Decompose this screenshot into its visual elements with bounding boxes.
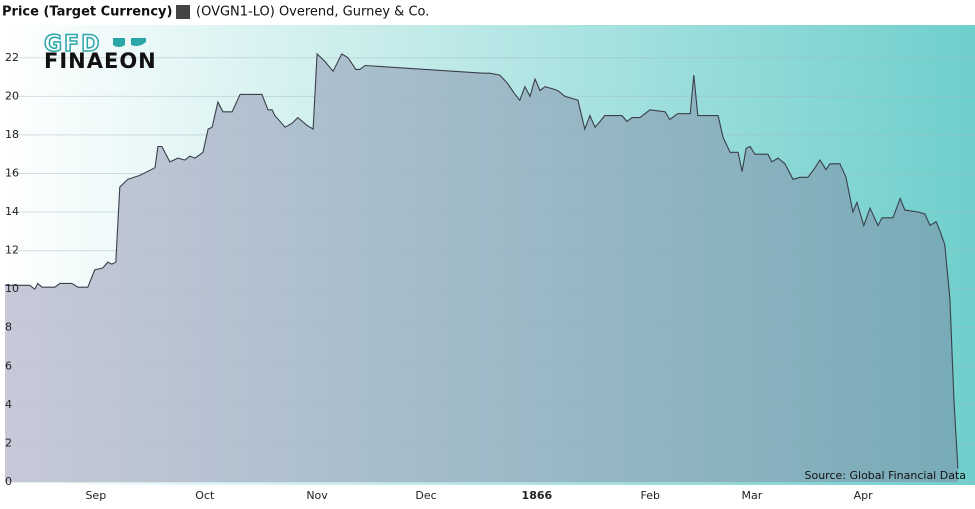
y-tick-label: 2 xyxy=(5,436,12,449)
x-tick-label: Oct xyxy=(195,489,215,502)
y-tick-label: 16 xyxy=(5,166,19,179)
legend-swatch xyxy=(176,5,190,19)
x-tick-label: Sep xyxy=(85,489,106,502)
area xyxy=(5,53,958,483)
y-tick-label: 12 xyxy=(5,244,19,257)
y-tick-label: 22 xyxy=(5,51,19,64)
x-tick-label: Mar xyxy=(742,489,763,502)
logo-bottom: FINAEON xyxy=(44,49,157,73)
line xyxy=(5,52,959,469)
x-tick-label: Feb xyxy=(640,489,659,502)
y-tick-label: 10 xyxy=(5,282,19,295)
x-tick-label: 1866 xyxy=(522,489,553,502)
logo-top: GFD xyxy=(44,32,101,57)
y-tick-label: 6 xyxy=(5,359,12,372)
y-tick-label: 8 xyxy=(5,321,12,334)
logo: GFD FINAEON xyxy=(43,31,157,73)
y-tick-label: 20 xyxy=(5,89,19,102)
legend-label: (OVGN1-LO) Overend, Gurney & Co. xyxy=(196,5,429,20)
y-tick-label: 18 xyxy=(5,128,19,141)
x-tick-label: Dec xyxy=(415,489,436,502)
y-tick-label: 4 xyxy=(5,398,12,411)
chart-title: Price (Target Currency) xyxy=(2,5,172,20)
source-note: Source: Global Financial Data xyxy=(805,469,967,482)
logo-icon xyxy=(113,38,146,47)
y-tick-label: 0 xyxy=(5,475,12,488)
y-tick-label: 14 xyxy=(5,205,19,218)
x-tick-label: Apr xyxy=(854,489,874,502)
x-tick-label: Nov xyxy=(306,489,328,502)
